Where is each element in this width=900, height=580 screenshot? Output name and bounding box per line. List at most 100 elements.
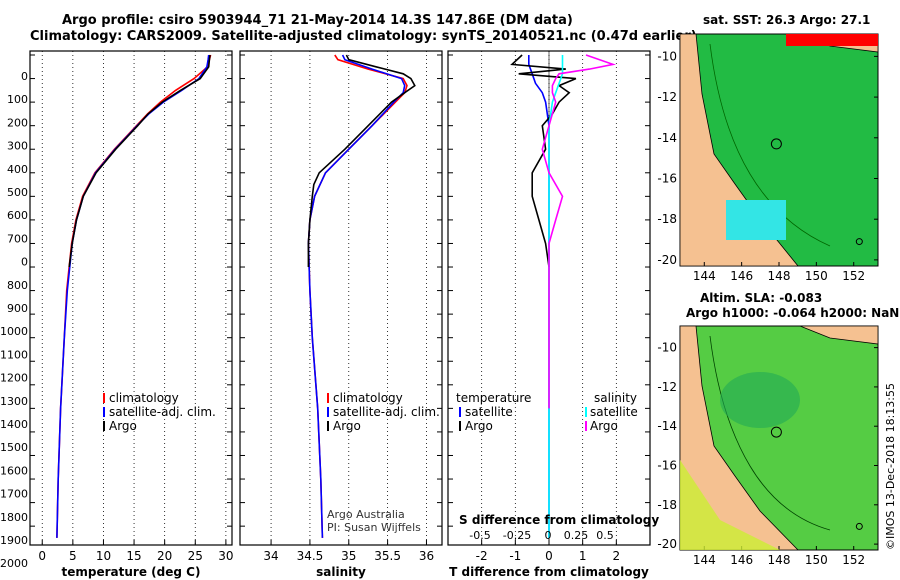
sla-map-subtitle: Argo h1000: -0.064 h2000: NaN bbox=[686, 306, 900, 320]
y-tick-label: 1100 bbox=[0, 348, 28, 361]
x-tick-label: 10 bbox=[96, 549, 111, 563]
argo-profile-marker bbox=[770, 138, 782, 150]
map-x-tick-label: 146 bbox=[730, 553, 753, 567]
title-line1: Argo profile: csiro 5903944_71 21-May-20… bbox=[62, 13, 573, 28]
map-x-tick-label: 152 bbox=[842, 553, 865, 567]
sst-warm-patch bbox=[786, 34, 878, 46]
y-tick-label: 300 bbox=[7, 140, 28, 153]
y-tick-label: 800 bbox=[7, 279, 28, 292]
x-tick-label: 30 bbox=[218, 549, 233, 563]
x-axis-label: T difference from climatology bbox=[449, 565, 649, 579]
credit-line1: Argo Australia bbox=[327, 508, 405, 521]
y-tick-label: 1900 bbox=[0, 534, 28, 547]
y-tick-label: 1600 bbox=[0, 464, 28, 477]
depth-contour bbox=[709, 335, 831, 531]
x-tick-label: -1 bbox=[509, 549, 521, 563]
sst-cool-patch bbox=[726, 200, 786, 240]
y-tick-label: 1800 bbox=[0, 511, 28, 524]
legend-title-temperature: temperature bbox=[456, 391, 531, 405]
x-tick-label: 35.5 bbox=[374, 549, 401, 563]
x-axis-label: salinity bbox=[316, 565, 366, 579]
x-tick-label: 0 bbox=[38, 549, 46, 563]
title-line2: Climatology: CARS2009. Satellite-adjuste… bbox=[30, 29, 697, 44]
y-tick-label: 1200 bbox=[0, 372, 28, 385]
y-tick-label: 1700 bbox=[0, 488, 28, 501]
land-new-guinea bbox=[799, 325, 879, 345]
map-x-tick-label: 150 bbox=[805, 269, 828, 283]
series-s-argo bbox=[541, 54, 617, 409]
map-y-tick-label: -18 bbox=[657, 498, 677, 512]
series-satellite-adj-clim- bbox=[307, 54, 406, 538]
depth-contour bbox=[709, 43, 831, 247]
secondary-marker bbox=[855, 238, 863, 246]
top-tick-label: 0.25 bbox=[564, 529, 589, 542]
map-y-tick-label: -12 bbox=[657, 380, 677, 394]
x-tick-label: 36 bbox=[419, 549, 434, 563]
y-tick-label: 700 bbox=[7, 232, 28, 245]
map-y-tick-label: -16 bbox=[657, 459, 677, 473]
y-tick-label: 1500 bbox=[0, 441, 28, 454]
panel-frame-temperature-profile bbox=[29, 50, 233, 546]
y-tick-label: 2000 bbox=[0, 557, 28, 570]
map-y-tick-label: -18 bbox=[657, 212, 677, 226]
y-tick-label: 1300 bbox=[0, 395, 28, 408]
x-tick-label: 20 bbox=[157, 549, 172, 563]
x-tick-label: 34.5 bbox=[297, 549, 324, 563]
panel-frame-salinity-profile bbox=[239, 50, 443, 546]
y-tick-label: 600 bbox=[7, 209, 28, 222]
top-tick-label: 0 bbox=[545, 529, 552, 542]
x-tick-label: 34 bbox=[263, 549, 278, 563]
y-tick-label: 200 bbox=[7, 116, 28, 129]
legend-label: Argo bbox=[465, 419, 493, 433]
legend-label: Argo bbox=[109, 419, 137, 433]
map-y-tick-label: -10 bbox=[657, 341, 677, 355]
map-y-tick-label: -14 bbox=[657, 419, 677, 433]
map-x-tick-label: 146 bbox=[730, 269, 753, 283]
map-x-tick-label: 152 bbox=[842, 269, 865, 283]
sla-low-eddy bbox=[720, 372, 800, 428]
series-argo bbox=[307, 54, 416, 267]
sst-map-title: sat. SST: 26.3 Argo: 27.1 bbox=[703, 13, 871, 27]
x-tick-label: 15 bbox=[126, 549, 141, 563]
x-axis-label: temperature (deg C) bbox=[62, 565, 201, 579]
legend-label: satellite-adj. clim. bbox=[109, 405, 216, 419]
secondary-marker bbox=[855, 522, 863, 530]
series-argo bbox=[68, 54, 211, 268]
x-axis-label-secondary: S difference from climatology bbox=[459, 513, 659, 527]
y-tick-label: 0 bbox=[21, 70, 28, 83]
map-x-tick-label: 150 bbox=[805, 553, 828, 567]
y-tick-label: 100 bbox=[7, 93, 28, 106]
y-tick-label: 500 bbox=[7, 186, 28, 199]
credit-line2: PI: Susan Wijffels bbox=[327, 521, 421, 534]
top-tick-label: -0.5 bbox=[469, 529, 490, 542]
map-x-tick-label: 148 bbox=[768, 269, 791, 283]
map-y-tick-label: -20 bbox=[657, 537, 677, 551]
map-y-tick-label: -12 bbox=[657, 90, 677, 104]
y-tick-label: 1000 bbox=[0, 325, 28, 338]
x-tick-label: 1 bbox=[579, 549, 587, 563]
legend-label: satellite bbox=[590, 405, 638, 419]
x-tick-label: 0 bbox=[545, 549, 553, 563]
legend-label: satellite-adj. clim. bbox=[333, 405, 440, 419]
map-y-tick-label: -16 bbox=[657, 171, 677, 185]
x-tick-label: -2 bbox=[476, 549, 488, 563]
map-x-tick-label: 144 bbox=[693, 553, 716, 567]
top-tick-label: 0.5 bbox=[596, 529, 614, 542]
top-tick-label: -0.25 bbox=[503, 529, 531, 542]
legend-label: satellite bbox=[465, 405, 513, 419]
x-tick-label: 35 bbox=[341, 549, 356, 563]
series-t-argo bbox=[510, 54, 577, 268]
legend-label: climatology bbox=[333, 391, 403, 405]
x-tick-label: 2 bbox=[613, 549, 621, 563]
sla-high-region bbox=[680, 460, 780, 550]
y-tick-label: 1400 bbox=[0, 418, 28, 431]
argo-profile-marker bbox=[770, 426, 782, 438]
y-tick-label: 0 bbox=[21, 256, 28, 269]
map-y-tick-label: -10 bbox=[657, 49, 677, 63]
y-tick-label: 900 bbox=[7, 302, 28, 315]
x-tick-label: 25 bbox=[188, 549, 203, 563]
sla-map-title: Altim. SLA: -0.083 bbox=[700, 291, 823, 305]
legend-label: climatology bbox=[109, 391, 179, 405]
map-y-tick-label: -20 bbox=[657, 253, 677, 267]
